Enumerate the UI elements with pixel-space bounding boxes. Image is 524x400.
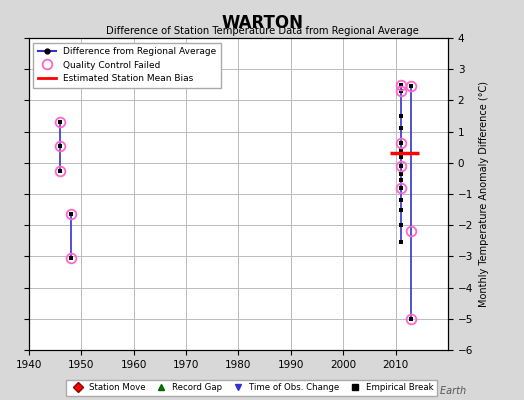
Text: WARTON: WARTON: [221, 14, 303, 32]
Text: Berkeley Earth: Berkeley Earth: [394, 386, 466, 396]
Legend: Station Move, Record Gap, Time of Obs. Change, Empirical Break: Station Move, Record Gap, Time of Obs. C…: [66, 380, 437, 396]
Y-axis label: Monthly Temperature Anomaly Difference (°C): Monthly Temperature Anomaly Difference (…: [478, 81, 489, 307]
Text: Difference of Station Temperature Data from Regional Average: Difference of Station Temperature Data f…: [105, 26, 419, 36]
Legend: Difference from Regional Average, Quality Control Failed, Estimated Station Mean: Difference from Regional Average, Qualit…: [34, 42, 221, 88]
